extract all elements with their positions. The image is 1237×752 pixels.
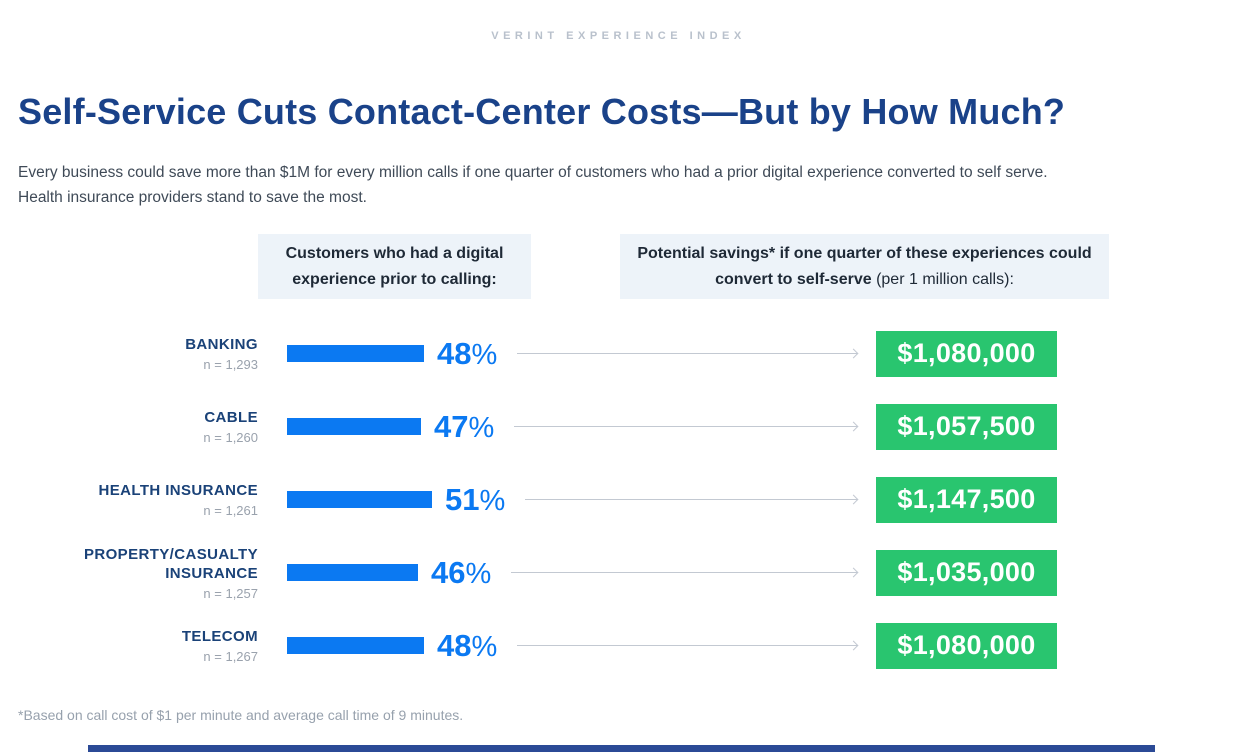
table-row-banking: BANKING n = 1,293 48% $1,080,000 <box>0 317 1237 390</box>
column-header-savings-label: Potential savings* if one quarter of the… <box>637 244 1092 288</box>
percent-value: 46% <box>431 554 492 590</box>
savings-badge: $1,080,000 <box>876 330 1057 377</box>
category-label: TELECOM <box>181 628 258 645</box>
category-cell: TELECOM n = 1,267 <box>0 627 258 664</box>
chart-rows: BANKING n = 1,293 48% $1,080,000 CABLE n… <box>0 317 1237 682</box>
page-title: Self-Service Cuts Contact-Center Costs—B… <box>18 91 1066 132</box>
sample-size: n = 1,293 <box>203 357 258 372</box>
column-header-digital-experience: Customers who had a digital experience p… <box>258 234 531 299</box>
percent-bar <box>287 637 424 654</box>
percent-bar <box>287 345 424 362</box>
sample-size: n = 1,267 <box>203 649 258 664</box>
column-header-digital-label: Customers who had a digital experience p… <box>285 244 504 288</box>
category-cell: BANKING n = 1,293 <box>0 335 258 372</box>
percent-sign: % <box>471 338 498 371</box>
footnote: *Based on call cost of $1 per minute and… <box>18 707 464 723</box>
flow-arrow-icon <box>525 499 858 500</box>
category-label: PROPERTY/CASUALTY INSURANCE <box>83 545 258 582</box>
percent-value: 48% <box>437 627 498 663</box>
savings-badge: $1,080,000 <box>876 622 1057 669</box>
sample-size: n = 1,260 <box>203 430 258 445</box>
category-label: HEALTH INSURANCE <box>98 482 258 499</box>
table-row-telecom: TELECOM n = 1,267 48% $1,080,000 <box>0 609 1237 682</box>
percent-value: 48% <box>437 335 498 371</box>
column-header-potential-savings: Potential savings* if one quarter of the… <box>620 234 1109 299</box>
subtitle-line-2: Health insurance providers stand to save… <box>18 189 367 206</box>
page-subtitle: Every business could save more than $1M … <box>18 160 1227 210</box>
category-label: CABLE <box>204 409 258 426</box>
savings-badge: $1,057,500 <box>876 403 1057 450</box>
footer-accent-bar <box>88 745 1155 752</box>
savings-badge: $1,147,500 <box>876 476 1057 523</box>
sample-size: n = 1,261 <box>203 503 258 518</box>
flow-arrow-icon <box>511 572 858 573</box>
percent-value: 51% <box>445 481 506 517</box>
category-cell: HEALTH INSURANCE n = 1,261 <box>0 481 258 518</box>
category-cell: PROPERTY/CASUALTY INSURANCE n = 1,257 <box>0 545 258 601</box>
table-row-cable: CABLE n = 1,260 47% $1,057,500 <box>0 390 1237 463</box>
flow-arrow-icon <box>517 645 858 646</box>
percent-value: 47% <box>434 408 495 444</box>
table-row-property-casualty-insurance: PROPERTY/CASUALTY INSURANCE n = 1,257 46… <box>0 536 1237 609</box>
percent-sign: % <box>468 411 495 444</box>
category-cell: CABLE n = 1,260 <box>0 408 258 445</box>
savings-badge: $1,035,000 <box>876 549 1057 596</box>
percent-bar <box>287 564 418 581</box>
sample-size: n = 1,257 <box>203 585 258 601</box>
subtitle-line-1: Every business could save more than $1M … <box>18 164 1048 181</box>
percent-sign: % <box>465 557 492 590</box>
category-label: BANKING <box>185 336 258 353</box>
percent-sign: % <box>471 630 498 663</box>
percent-sign: % <box>479 484 506 517</box>
flow-arrow-icon <box>517 353 858 354</box>
table-row-health-insurance: HEALTH INSURANCE n = 1,261 51% $1,147,50… <box>0 463 1237 536</box>
percent-bar <box>287 491 432 508</box>
flow-arrow-icon <box>514 426 858 427</box>
brand-kicker: VERINT EXPERIENCE INDEX <box>491 30 746 42</box>
percent-bar <box>287 418 421 435</box>
